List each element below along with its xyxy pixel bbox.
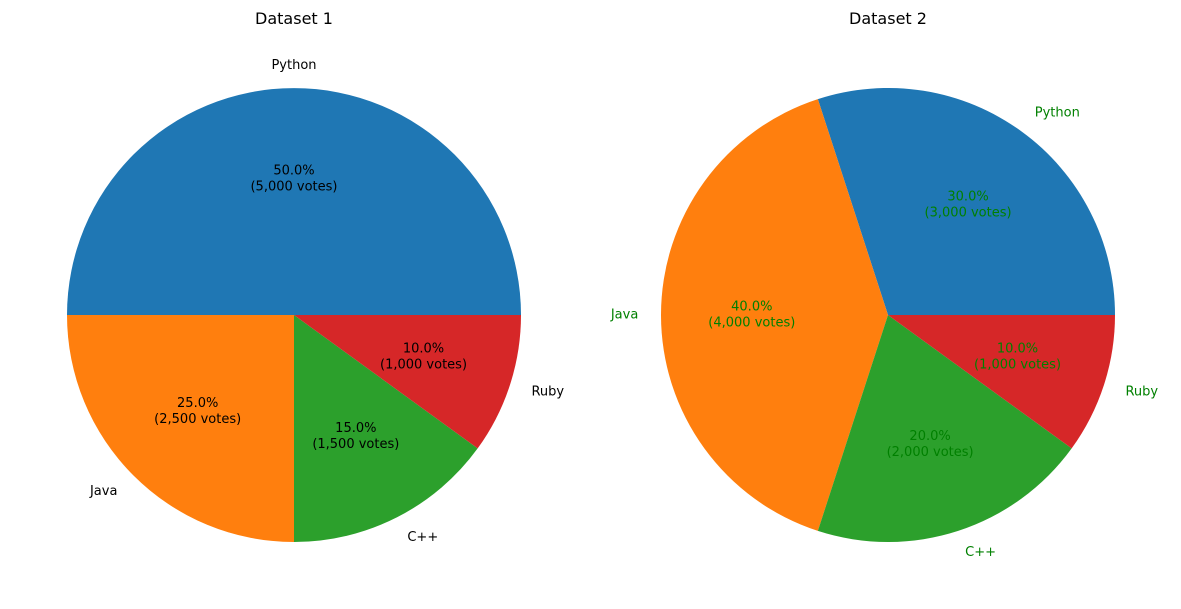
pie-slice-python bbox=[817, 87, 1115, 315]
pie-slice-cplusplus bbox=[817, 315, 1072, 543]
pie-slice-ruby bbox=[888, 315, 1115, 449]
votes-label-ruby: (1,000 votes) bbox=[974, 358, 1061, 373]
percent-label-java: 40.0% bbox=[731, 300, 772, 315]
labels-dataset-1: Python 50.0%(5,000 votes) Java 25.0%(2,500 … bbox=[89, 58, 564, 545]
chart-title-dataset-2: Dataset 2 bbox=[849, 9, 927, 28]
pie-slice-java bbox=[67, 315, 294, 542]
percent-label-python: 50.0% bbox=[273, 163, 314, 178]
pie-slice-ruby bbox=[294, 315, 521, 449]
pie-slice-cplusplus bbox=[294, 315, 478, 542]
percent-label-python: 30.0% bbox=[947, 189, 988, 204]
votes-label-ruby: (1,000 votes) bbox=[380, 358, 467, 373]
category-label-java: Java bbox=[610, 308, 638, 323]
chart-title-dataset-1: Dataset 1 bbox=[255, 9, 333, 28]
pie-chart-dataset-2: Dataset 2 Python 30.0%(3,000 votes) Java 40… bbox=[610, 9, 1159, 560]
votes-label-python: (5,000 votes) bbox=[250, 179, 337, 194]
slices-dataset-1 bbox=[67, 88, 521, 542]
votes-label-cplusplus: (2,000 votes) bbox=[887, 445, 974, 460]
labels-dataset-2: Python 30.0%(3,000 votes) Java 40.0%(4,000 … bbox=[610, 105, 1159, 559]
category-label-python: Python bbox=[271, 58, 316, 73]
pie-slice-java bbox=[660, 99, 888, 531]
category-label-python: Python bbox=[1035, 105, 1080, 120]
votes-label-java: (4,000 votes) bbox=[708, 316, 795, 331]
category-label-java: Java bbox=[89, 484, 117, 499]
percent-label-cplusplus: 20.0% bbox=[909, 429, 950, 444]
votes-label-python: (3,000 votes) bbox=[925, 205, 1012, 220]
category-label-cplusplus: C++ bbox=[407, 530, 438, 545]
votes-label-java: (2,500 votes) bbox=[154, 412, 241, 427]
slices-dataset-2 bbox=[660, 87, 1115, 543]
percent-label-java: 25.0% bbox=[177, 396, 218, 411]
category-label-ruby: Ruby bbox=[1125, 385, 1158, 400]
votes-label-cplusplus: (1,500 votes) bbox=[312, 437, 399, 452]
pie-slice-python bbox=[67, 88, 521, 315]
pie-chart-dataset-1: Dataset 1 Python 50.0%(5,000 votes) Java 25… bbox=[67, 9, 564, 545]
percent-label-cplusplus: 15.0% bbox=[335, 421, 376, 436]
category-label-cplusplus: C++ bbox=[965, 545, 996, 560]
percent-label-ruby: 10.0% bbox=[403, 342, 444, 357]
category-label-ruby: Ruby bbox=[531, 385, 564, 400]
percent-label-ruby: 10.0% bbox=[997, 342, 1038, 357]
